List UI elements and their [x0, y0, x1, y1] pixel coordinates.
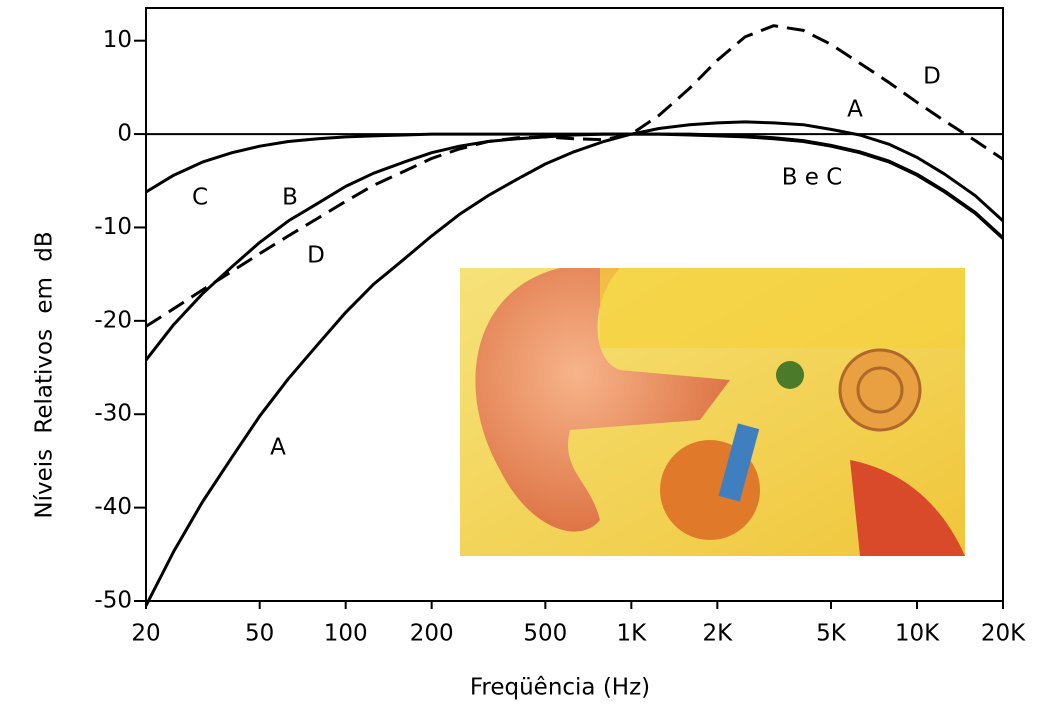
- plot-frame: [145, 7, 1004, 602]
- curve-label: D: [307, 243, 325, 269]
- ear-illustration: [460, 268, 965, 556]
- x-axis-label: Freqüência (Hz): [470, 675, 650, 701]
- y-tick-label: -10: [94, 214, 132, 240]
- y-tick-label: -30: [94, 401, 132, 427]
- x-tick-label: 10K: [895, 621, 940, 647]
- x-tick-label: 200: [410, 621, 454, 647]
- curve: [145, 24, 1004, 328]
- y-tick-label: -40: [94, 494, 132, 520]
- x-tick-label: 20K: [981, 621, 1026, 647]
- y-tick-label: -20: [94, 307, 132, 333]
- curve: [145, 132, 1005, 240]
- x-tick-label: 20: [131, 621, 160, 647]
- x-tick-label: 5K: [816, 621, 847, 647]
- curve-label: B e C: [782, 165, 843, 191]
- curve-label: D: [923, 64, 941, 90]
- x-tick-label: 2K: [702, 621, 733, 647]
- curve-label: C: [192, 185, 208, 211]
- x-tick-label: 1K: [616, 621, 647, 647]
- y-tick-label: 0: [117, 121, 132, 147]
- y-tick-label: -50: [94, 588, 132, 614]
- y-tick-label: 10: [103, 27, 132, 53]
- x-tick-label: 500: [523, 621, 567, 647]
- y-axis-label: Níveis Relativos em dB: [32, 231, 58, 518]
- curve: [144, 120, 1005, 607]
- x-tick-label: 100: [324, 621, 368, 647]
- x-tick-label: 50: [245, 621, 274, 647]
- curve-label: B: [282, 185, 298, 211]
- curve-label: A: [270, 435, 286, 461]
- curve-label: A: [847, 97, 863, 123]
